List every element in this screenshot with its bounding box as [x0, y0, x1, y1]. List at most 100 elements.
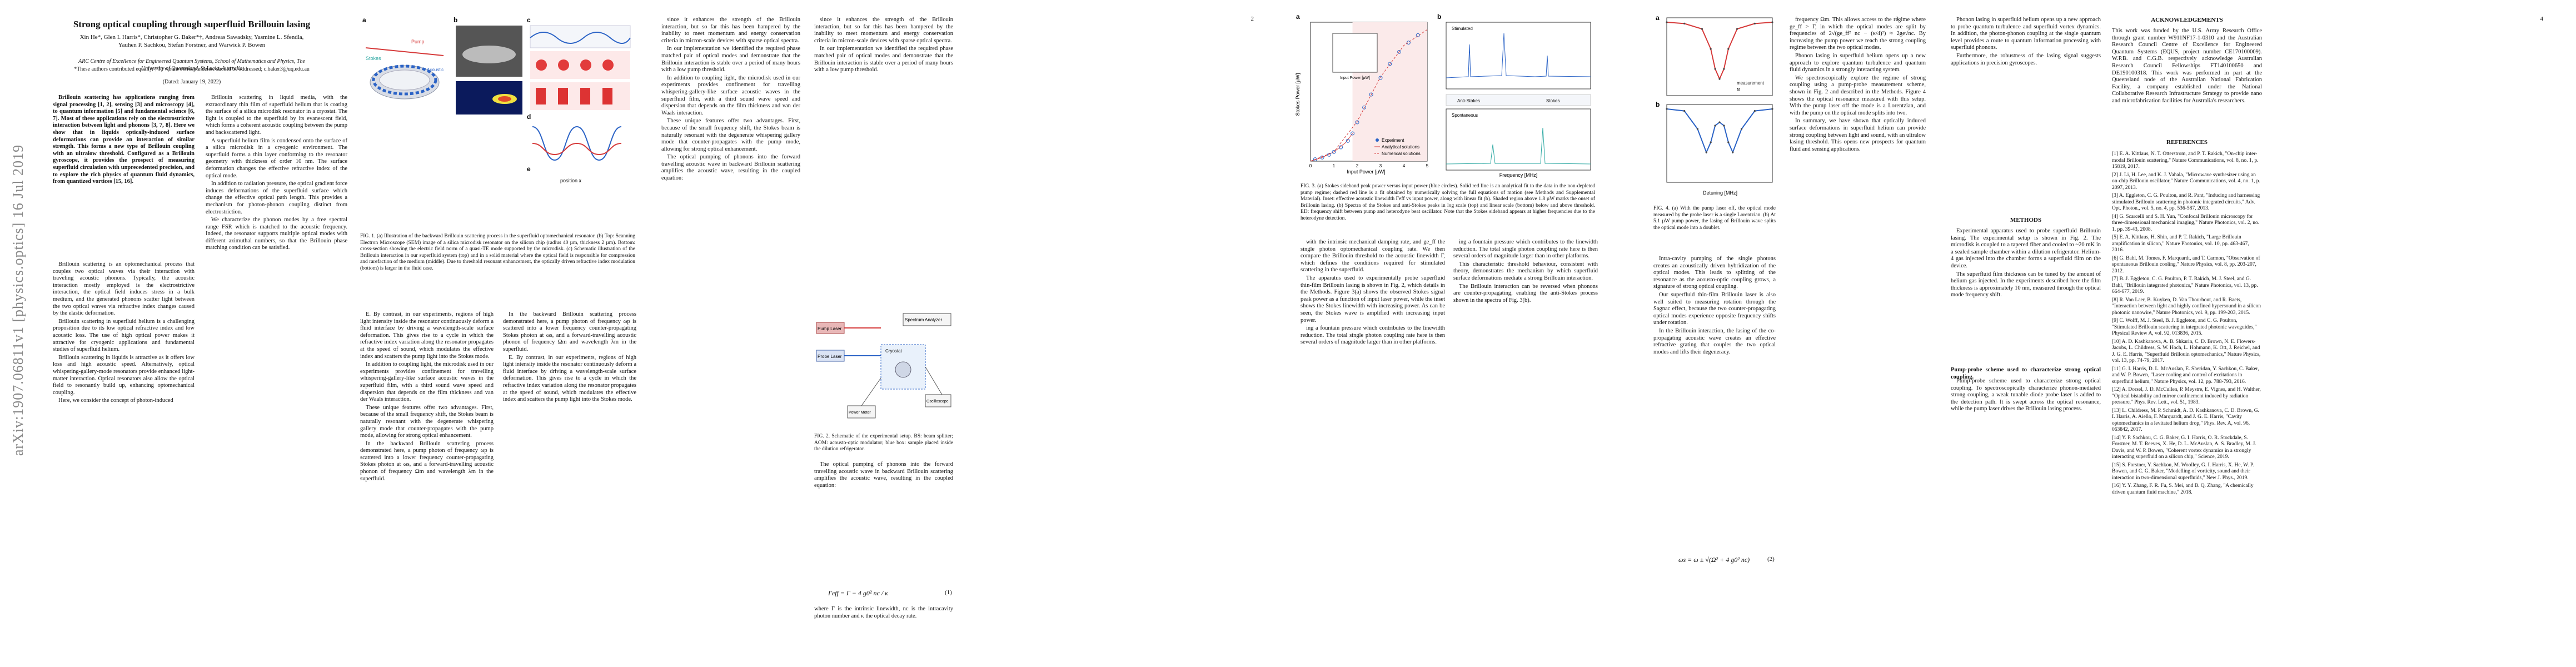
methods-text-2: Pump-probe scheme used to characterize s… — [1951, 378, 2101, 656]
date-line: (Dated: January 19, 2022) — [162, 79, 221, 85]
data-point — [1714, 125, 1716, 127]
resonator-symbol — [895, 361, 911, 378]
data-point — [1683, 22, 1686, 24]
legend-experiment: Experiment — [1382, 138, 1404, 143]
setup-diagram: Pump Laser Probe Laser Spectrum Analyzer… — [816, 313, 951, 419]
paragraph: In the backward Brillouin scattering pro… — [503, 311, 636, 352]
data-point — [1705, 151, 1707, 153]
position-axis-label: position x — [560, 178, 582, 183]
figure-1-caption: FIG. 1. (a) Illustration of the backward… — [360, 233, 635, 271]
figure-4: a b Detuning [MHz] measurement fit — [1653, 12, 1776, 198]
x-tick-label: 5 — [1426, 163, 1429, 168]
data-point — [1369, 92, 1373, 97]
methods-subheading: Pump-probe scheme used to characterize s… — [1951, 367, 2101, 380]
abstract-text: Brillouin scattering has applications ra… — [53, 94, 195, 185]
paragraph: The optical pumping of phonons into the … — [661, 154, 800, 182]
data-point — [1753, 22, 1756, 24]
data-point — [1714, 68, 1716, 70]
paragraph: In addition to coupling light, the micro… — [661, 74, 800, 116]
data-point — [1362, 105, 1367, 109]
page-3: 3 a 0 1 2 3 4 5 Input Power [µW] Stokes Power… — [1289, 0, 1934, 667]
column-1-body: Brillouin scattering is an optomechanica… — [53, 261, 195, 656]
column-2-body: Brillouin scattering in liquid media, wi… — [206, 94, 347, 656]
affiliation: ARC Centre of Excellence for Engineered … — [78, 58, 305, 72]
paragraph: In the backward Brillouin scattering pro… — [360, 440, 494, 482]
x-axis-label: Detuning [MHz] — [1703, 190, 1737, 196]
intensity-spots — [536, 59, 614, 71]
axis-label-strip — [1446, 94, 1591, 106]
fig1-label-d: d — [527, 113, 531, 121]
spectrum-analyzer-box — [903, 313, 951, 326]
inset-x-label: Input Power [µW] — [1340, 76, 1370, 80]
data-point — [1378, 76, 1383, 80]
paragraph: A superfluid helium film is condensed on… — [206, 137, 347, 179]
legend-measurement: measurement — [1737, 81, 1765, 86]
figure-2: Pump Laser Probe Laser Spectrum Analyzer… — [814, 311, 953, 428]
page-number: 4 — [2540, 16, 2544, 22]
paragraph: In addition to coupling light, the micro… — [360, 361, 494, 403]
paragraph: Phonon lasing in superfluid helium opens… — [1951, 17, 2101, 51]
spontaneous-spectrum — [1446, 127, 1591, 165]
x-tick-label: 4 — [1403, 163, 1406, 168]
disk-top-face — [379, 69, 430, 91]
spectra-bottom-frame — [1446, 108, 1591, 171]
cryostat-label: Cryostat — [885, 349, 903, 354]
data-point — [1388, 62, 1392, 66]
paragraph: since it enhances the strength of the Br… — [814, 17, 953, 44]
paragraph: In summary, we have shown that optically… — [1790, 118, 1926, 152]
footnote: *These authors contributed equally. †To … — [74, 66, 310, 72]
paragraph: ing a fountain pressure which contribute… — [1301, 325, 1445, 346]
equation-1-number: (1) — [945, 589, 952, 596]
data-point — [1771, 21, 1773, 23]
optical-mode-ring — [372, 64, 437, 96]
data-point — [1723, 68, 1725, 70]
paragraph: This characteristic threshold behaviour,… — [1453, 261, 1598, 281]
data-point — [1666, 108, 1668, 110]
data-point — [1351, 131, 1355, 136]
paragraph: E. By contrast, in our experiments, regi… — [503, 354, 636, 403]
data-point — [1355, 120, 1359, 125]
reference-item: [3] A. Eggleton, C. G. Poulton, and R. P… — [2112, 193, 2260, 211]
reference-item: [1] E. A. Kittlaus, N. T. Otterstrom, an… — [2112, 151, 2259, 170]
paragraph: Brillouin scattering in superfluid heliu… — [53, 318, 195, 353]
chart-marks — [1310, 29, 1428, 162]
data-point — [1718, 78, 1721, 80]
reference-item: [13] L. Childress, M. P. Schmidt, A. D. … — [2112, 407, 2259, 433]
data-point — [1320, 155, 1324, 160]
legend: Experiment Analytical solutions Numerica… — [1374, 138, 1421, 156]
paragraph: Here, we consider the concept of photon-… — [58, 397, 173, 404]
figure-1: a Pump Stokes Acoustic b c — [360, 16, 638, 221]
arxiv-stamp: arXiv:1907.06811v1 [physics.optics] 16 J… — [10, 144, 26, 456]
pump-arrow — [365, 47, 444, 56]
signal-path-2 — [861, 377, 881, 406]
reference-item: [10] A. D. Kashkanova, A. B. Shkarin, C.… — [2112, 339, 2261, 364]
paragraph: ing a fountain pressure which contribute… — [1453, 239, 1598, 260]
equation-2-number: (2) — [1767, 556, 1775, 563]
column-2-body: ing a fountain pressure which contribute… — [1453, 239, 1598, 661]
paragraph: Brillouin scattering in liquids is attra… — [53, 354, 195, 396]
pump-laser-label: Pump Laser — [818, 326, 841, 331]
reference-item: [5] E. A. Kittlaus, H. Shin, and P. T. R… — [2112, 235, 2249, 253]
data-point — [1327, 152, 1332, 157]
x-axis-label: Frequency [MHz] — [1499, 172, 1538, 178]
intensity-spots-2 — [536, 88, 612, 104]
fig4-label-b: b — [1656, 101, 1660, 108]
paper-title: Strong optical coupling through superflu… — [73, 19, 311, 29]
column-4-body: frequency Ωm. This allows access to the … — [1790, 17, 1926, 656]
fig4a-frame — [1666, 17, 1773, 96]
paragraph: Brillouin scattering in liquid media, wi… — [206, 94, 347, 136]
data-point — [1771, 108, 1773, 110]
reference-item: [11] G. I. Harris, D. L. McAuslan, E. Sh… — [2112, 366, 2259, 385]
series-analytical — [1310, 133, 1353, 162]
data-point — [1332, 150, 1336, 154]
oscilloscope-box — [925, 394, 951, 407]
stokes-label: Stokes — [1546, 98, 1559, 103]
acknowledgements-text: This work was funded by the U.S. Army Re… — [2112, 28, 2262, 104]
page-number: 3 — [1895, 16, 1899, 22]
mode-core — [498, 96, 511, 102]
paragraph: Phonon lasing in superfluid helium opens… — [1790, 52, 1926, 73]
equation-2: ωs = ω ± √(Ω² + 4 g0² nc) — [1678, 556, 1750, 564]
fig1-label-c: c — [527, 16, 531, 24]
data-point — [1666, 21, 1668, 23]
reference-item: [6] G. Bahl, M. Tomes, F. Marquardt, and… — [2112, 255, 2260, 274]
